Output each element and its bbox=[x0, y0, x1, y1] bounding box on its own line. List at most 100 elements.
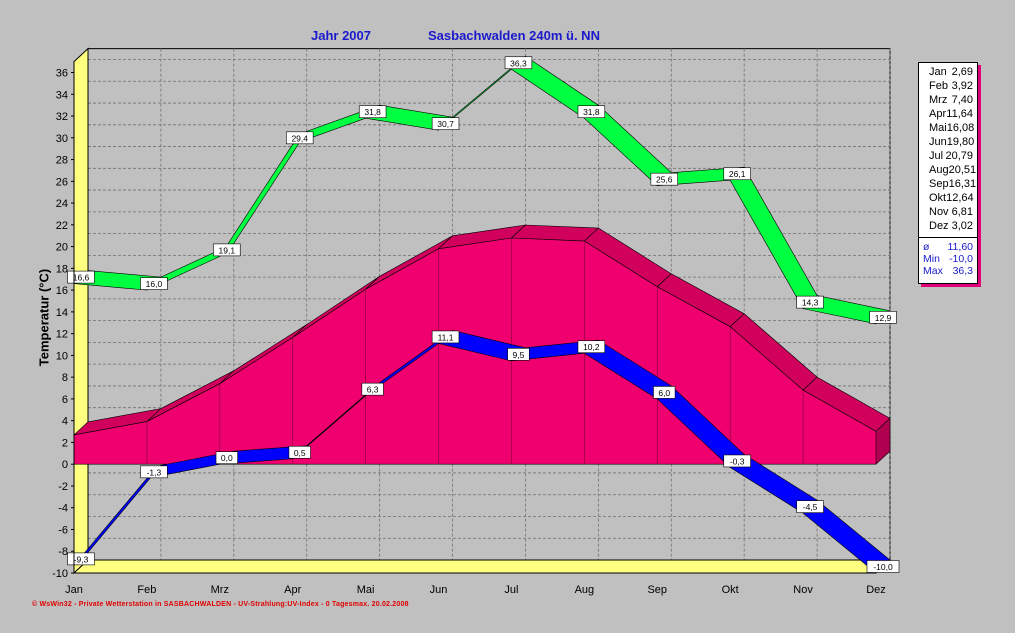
x-tick-label: Mai bbox=[357, 584, 375, 596]
max-data-label: 14,3 bbox=[802, 298, 819, 308]
legend-month: Nov bbox=[929, 206, 949, 218]
max-label-box bbox=[140, 277, 168, 290]
legend-value: 11,64 bbox=[946, 108, 973, 120]
y-tick-label: 28 bbox=[56, 155, 68, 167]
min-label-box bbox=[361, 382, 384, 396]
max-data-label: 16,6 bbox=[73, 273, 90, 283]
min-data-label: -10,0 bbox=[873, 562, 893, 572]
legend-value: 16,08 bbox=[946, 122, 975, 134]
max-label-box bbox=[358, 105, 387, 119]
min-data-label: 11,1 bbox=[438, 332, 454, 342]
min-label-box bbox=[507, 348, 530, 361]
legend-month: Jun bbox=[929, 136, 947, 148]
min-label-box bbox=[653, 386, 676, 399]
x-tick-label: Sep bbox=[647, 584, 667, 596]
min-label-box bbox=[723, 454, 751, 468]
y-tick-label: 32 bbox=[56, 111, 68, 123]
max-label-box bbox=[723, 167, 751, 181]
legend-value: 6,81 bbox=[951, 206, 973, 218]
y-tick-label: 20 bbox=[56, 242, 68, 254]
min-data-label: -9,3 bbox=[74, 554, 89, 564]
y-tick-label: 16 bbox=[56, 285, 68, 297]
y-tick-label: -4 bbox=[58, 503, 68, 515]
min-data-label: 6,0 bbox=[658, 388, 670, 398]
legend-stat-key: Min bbox=[923, 253, 940, 265]
y-tick-label: -6 bbox=[58, 524, 68, 536]
y-tick-label: 6 bbox=[62, 394, 68, 406]
legend-row: Jul 20,79 bbox=[919, 149, 977, 163]
legend-value: 7,40 bbox=[951, 94, 973, 106]
legend-stat-value: 36,3 bbox=[952, 265, 973, 277]
legend-month: Jul bbox=[929, 150, 944, 162]
legend-value: 19,80 bbox=[946, 136, 975, 148]
y-tick-label: 12 bbox=[56, 329, 68, 341]
chart-location-title: Sasbachwalden 240m ü. NN bbox=[428, 28, 600, 43]
legend-stat-key: Max bbox=[923, 265, 943, 277]
max-data-label: 30,7 bbox=[437, 119, 454, 129]
legend-value: 16,31 bbox=[948, 178, 977, 190]
legend-row: Jun 19,80 bbox=[919, 135, 977, 149]
left-wall bbox=[73, 47, 89, 575]
x-tick-label: Mrz bbox=[211, 584, 229, 596]
min-data-label: 6,3 bbox=[367, 385, 379, 395]
y-tick-label: 36 bbox=[56, 68, 68, 80]
max-data-label: 12,9 bbox=[875, 313, 892, 323]
legend-stat-key: ø bbox=[923, 241, 930, 253]
legend-month: Jan bbox=[929, 66, 947, 78]
max-data-label: 19,1 bbox=[219, 245, 236, 255]
legend-row: Aug 20,51 bbox=[919, 163, 977, 177]
floor bbox=[72, 559, 892, 574]
legend-row: Okt 12,64 bbox=[919, 191, 977, 205]
min-label-box bbox=[796, 500, 824, 513]
min-label-box bbox=[577, 340, 606, 354]
max-label-box bbox=[650, 172, 678, 186]
legend-value: 20,51 bbox=[948, 164, 977, 176]
legend-month: Dez bbox=[929, 220, 949, 232]
legend-row: Nov 6,81 bbox=[919, 205, 977, 219]
max-label-box bbox=[213, 243, 241, 257]
y-axis-label: Temperatur (°C) bbox=[36, 268, 52, 367]
max-label-box bbox=[869, 311, 897, 324]
max-data-label: 31,8 bbox=[364, 107, 381, 117]
x-tick-label: Jan bbox=[65, 584, 83, 596]
legend-row: Jan 2,69 bbox=[919, 65, 977, 79]
y-tick-label: 22 bbox=[56, 220, 68, 232]
min-data-label: 9,5 bbox=[513, 350, 525, 360]
y-tick-label: 2 bbox=[62, 437, 68, 449]
legend-month: Aug bbox=[929, 164, 949, 176]
legend-value: 3,92 bbox=[951, 80, 973, 92]
legend-row: Mai 16,08 bbox=[919, 121, 977, 135]
max-label-box bbox=[504, 56, 533, 70]
legend-value: 3,02 bbox=[951, 220, 973, 232]
y-tick-label: 18 bbox=[56, 263, 68, 275]
x-tick-label: Dez bbox=[866, 584, 886, 596]
max-data-label: 16,0 bbox=[146, 279, 163, 289]
min-data-label: 0,0 bbox=[221, 453, 233, 463]
max-data-label: 25,6 bbox=[656, 175, 673, 185]
y-tick-label: 34 bbox=[56, 89, 68, 101]
max-data-label: 26,1 bbox=[729, 169, 746, 179]
min-label-box bbox=[866, 560, 900, 573]
min-label-box bbox=[288, 445, 311, 459]
x-tick-label: Feb bbox=[137, 584, 156, 596]
max-data-label: 31,8 bbox=[583, 107, 600, 117]
max-data-label: 36,3 bbox=[510, 58, 527, 68]
legend-divider bbox=[919, 237, 977, 238]
legend-month: Sep bbox=[929, 178, 949, 190]
max-data-label: 29,4 bbox=[291, 133, 308, 143]
legend-month: Apr bbox=[929, 108, 947, 120]
legend-stat-row: ø 11,60 bbox=[919, 241, 977, 253]
legend-value: 20,79 bbox=[945, 150, 973, 162]
y-tick-label: -2 bbox=[58, 481, 68, 493]
max-label-box bbox=[577, 105, 606, 119]
y-tick-label: 4 bbox=[62, 416, 68, 428]
min-data-label: -0,3 bbox=[730, 456, 745, 466]
y-tick-label: 0 bbox=[62, 459, 68, 471]
min-data-label: -4,5 bbox=[803, 502, 818, 512]
x-tick-label: Apr bbox=[284, 584, 301, 596]
monthly-mean-legend: Jan 2,69 Feb 3,92 Mrz 7,40 Apr 11,64 Mai 16,08 Jun… bbox=[918, 62, 978, 284]
y-tick-label: 24 bbox=[56, 198, 68, 210]
min-data-label: 10,2 bbox=[583, 342, 600, 352]
x-tick-label: Nov bbox=[793, 584, 813, 596]
